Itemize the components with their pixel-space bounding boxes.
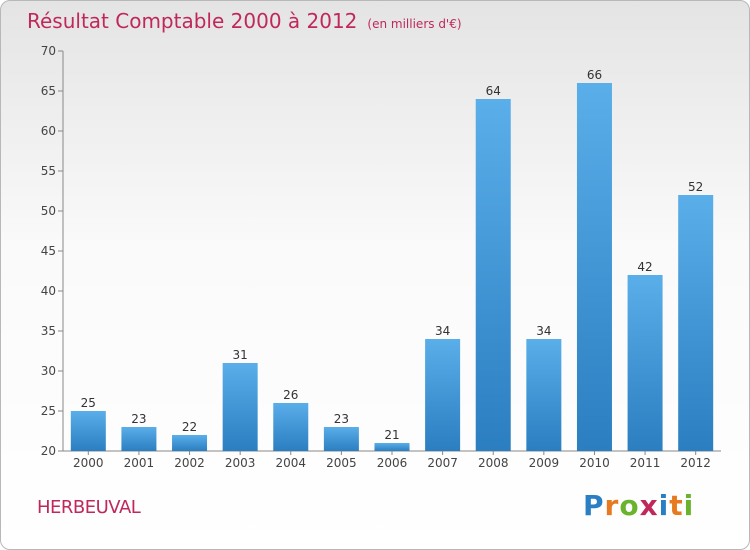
logo-letter: r — [604, 489, 620, 522]
x-tick-label-2000: 2000 — [73, 456, 104, 470]
value-label-2009: 34 — [536, 324, 551, 338]
chart-unit: (en milliers d'€) — [367, 17, 462, 31]
y-tick-label: 20 — [41, 444, 56, 458]
y-tick-label: 35 — [41, 324, 56, 338]
logo-letter: P — [583, 489, 605, 522]
logo-letter: o — [619, 489, 640, 522]
value-label-2005: 23 — [334, 412, 349, 426]
value-label-2004: 26 — [283, 388, 298, 402]
logo-letter: i — [658, 489, 670, 522]
bar-2010 — [576, 83, 612, 451]
chart-title-text: Résultat Comptable 2000 à 2012 — [27, 9, 358, 33]
x-tick-label-2012: 2012 — [680, 456, 711, 470]
y-tick-label: 50 — [41, 204, 56, 218]
y-tick-label: 30 — [41, 364, 56, 378]
value-label-2002: 22 — [182, 420, 197, 434]
bar-2004 — [273, 403, 309, 451]
y-tick-label: 25 — [41, 404, 56, 418]
bar-2003 — [222, 363, 258, 451]
x-tick-label-2006: 2006 — [377, 456, 408, 470]
bar-2005 — [323, 427, 359, 451]
value-label-2006: 21 — [384, 428, 399, 442]
value-label-2010: 66 — [587, 68, 602, 82]
bar-2007 — [425, 339, 461, 451]
value-label-2012: 52 — [688, 180, 703, 194]
y-tick-label: 60 — [41, 124, 56, 138]
value-label-2011: 42 — [637, 260, 652, 274]
x-tick-label-2009: 2009 — [529, 456, 560, 470]
y-tick-label: 70 — [41, 44, 56, 58]
y-tick-label: 45 — [41, 244, 56, 258]
value-label-2003: 31 — [233, 348, 248, 362]
value-label-2007: 34 — [435, 324, 450, 338]
y-tick-label: 65 — [41, 84, 56, 98]
x-tick-label-2001: 2001 — [124, 456, 155, 470]
x-tick-label-2003: 2003 — [225, 456, 256, 470]
x-tick-label-2008: 2008 — [478, 456, 509, 470]
commune-name: HERBEUVAL — [37, 497, 141, 518]
bar-2006 — [374, 443, 410, 451]
bar-2001 — [121, 427, 157, 451]
value-label-2000: 25 — [81, 396, 96, 410]
value-label-2008: 64 — [486, 84, 501, 98]
bar-2011 — [627, 275, 663, 451]
x-tick-label-2007: 2007 — [427, 456, 458, 470]
y-tick-label: 40 — [41, 284, 56, 298]
proxiti-logo: Proxiti — [583, 489, 694, 522]
x-tick-label-2005: 2005 — [326, 456, 357, 470]
x-tick-label-2011: 2011 — [630, 456, 661, 470]
bar-2008 — [475, 99, 511, 451]
x-tick-label-2004: 2004 — [275, 456, 306, 470]
logo-letter: i — [683, 489, 695, 522]
value-label-2001: 23 — [131, 412, 146, 426]
logo-letter: x — [639, 489, 659, 522]
bar-2009 — [526, 339, 562, 451]
y-tick-label: 55 — [41, 164, 56, 178]
bar-2012 — [678, 195, 714, 451]
logo-letter: t — [669, 489, 684, 522]
x-tick-label-2002: 2002 — [174, 456, 205, 470]
bar-2002 — [172, 435, 208, 451]
chart-title: Résultat Comptable 2000 à 2012 (en millie… — [27, 9, 462, 33]
x-tick-label-2010: 2010 — [579, 456, 610, 470]
bar-2000 — [70, 411, 106, 451]
